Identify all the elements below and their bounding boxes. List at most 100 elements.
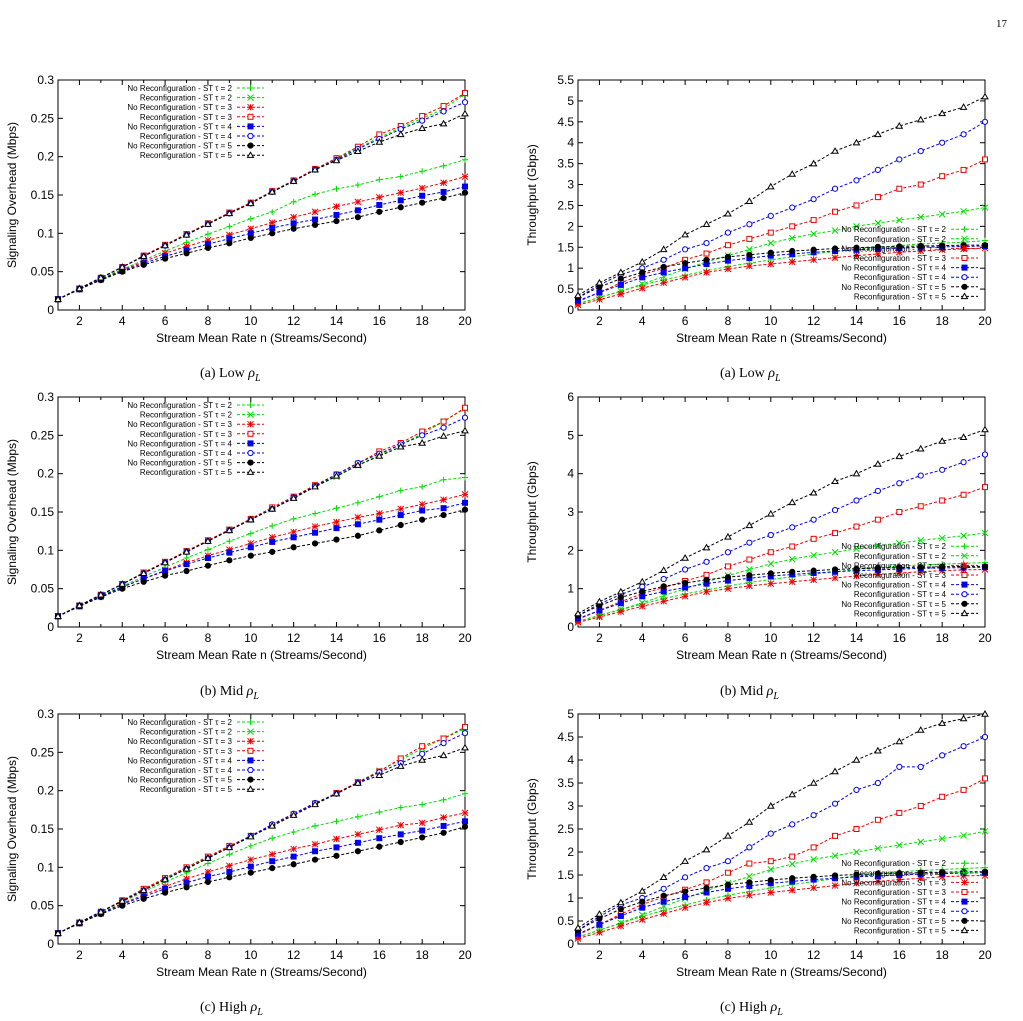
data-point <box>874 779 881 787</box>
data-point <box>810 246 817 253</box>
data-point <box>595 597 604 605</box>
y-tick-label: 0.2 <box>37 150 54 164</box>
data-point <box>376 835 383 842</box>
series-line <box>57 493 466 617</box>
data-point <box>596 289 603 296</box>
data-point <box>440 194 447 202</box>
data-point <box>660 269 667 276</box>
y-axis-title: Signaling Overhead (Mbps) <box>5 756 19 902</box>
data-point <box>269 858 276 865</box>
legend-marker <box>961 591 968 598</box>
data-point <box>440 814 447 821</box>
data-point <box>938 534 946 542</box>
legend-label: No Reconfiguration - ST τ = 3 <box>841 878 946 887</box>
chart-signaling-low: 0 0.05 0.1 0.15 0.2 0.25 0.3 2 4 6 8 10 12 14 16 18 20 St… <box>0 72 480 352</box>
data-point <box>724 265 732 273</box>
data-point <box>896 763 903 771</box>
x-tick-label: 2 <box>76 631 83 645</box>
data-point <box>853 826 860 832</box>
x-tick-label: 2 <box>76 948 83 962</box>
data-point <box>896 156 903 163</box>
caption-signaling-low: (a) Low ρL <box>200 366 261 384</box>
legend-marker <box>961 226 968 233</box>
data-point <box>895 539 903 547</box>
data-point <box>376 843 383 850</box>
x-tick-label: 8 <box>725 631 732 645</box>
legend-label: Reconfiguration - ST τ = 5 <box>854 292 947 301</box>
data-point <box>724 532 732 540</box>
data-point <box>268 821 277 829</box>
chart-svg: 0 0.5 1 1.5 2 2.5 3 3.5 4 4.5 5 2 4 6 8 10 12 14 16 18 20 Str… <box>525 707 992 979</box>
legend-marker <box>247 113 254 120</box>
legend-marker <box>961 235 968 243</box>
legend: No Reconfiguration - ST τ = 2Reconfigura… <box>841 542 978 618</box>
data-point <box>703 884 710 891</box>
data-point <box>418 124 427 131</box>
data-point <box>225 843 234 851</box>
data-point <box>874 166 881 174</box>
data-point <box>724 253 732 260</box>
data-point <box>896 809 903 816</box>
legend-marker <box>247 440 254 447</box>
data-point <box>724 869 731 876</box>
legend-marker <box>961 879 968 886</box>
series-2 <box>54 173 469 303</box>
data-point <box>789 204 796 211</box>
data-point <box>269 522 276 529</box>
x-tick-label: 8 <box>725 948 732 962</box>
data-point <box>354 521 361 528</box>
data-point <box>375 452 384 459</box>
data-point <box>788 578 796 586</box>
data-point <box>183 884 190 891</box>
x-tick-label: 18 <box>935 314 949 328</box>
x-tick-label: 2 <box>596 948 603 962</box>
legend-label: No Reconfiguration - ST τ = 3 <box>841 561 946 570</box>
data-point <box>333 211 340 218</box>
series-line <box>57 113 466 300</box>
chart-signaling-mid: 0 0.05 0.1 0.15 0.2 0.25 0.3 2 4 6 8 10 12 14 16 18 20 St… <box>0 389 480 669</box>
data-point <box>419 507 426 514</box>
legend-label: No Reconfiguration - ST τ = 5 <box>841 283 946 292</box>
data-point <box>290 225 297 232</box>
data-point <box>981 204 989 211</box>
data-point <box>788 234 796 242</box>
legend-label: Reconfiguration - ST τ = 4 <box>140 766 233 775</box>
y-axis-title: Signaling Overhead (Mbps) <box>5 439 19 585</box>
x-tick-label: 12 <box>287 631 301 645</box>
data-point <box>574 291 582 299</box>
data-point <box>853 202 860 209</box>
data-point <box>311 208 319 216</box>
data-point <box>375 138 384 145</box>
data-point <box>981 118 989 125</box>
x-tick-label: 2 <box>596 314 603 328</box>
y-tick-label: 0.1 <box>37 860 54 874</box>
data-point <box>246 832 255 840</box>
legend-entry: Reconfiguration - ST τ = 5 <box>140 785 264 794</box>
data-point <box>118 263 127 270</box>
data-point <box>960 131 967 138</box>
x-tick-label: 20 <box>978 314 992 328</box>
data-point <box>959 714 968 722</box>
y-tick-label: 1.5 <box>557 240 574 254</box>
data-point <box>119 585 126 592</box>
series-line <box>57 509 466 617</box>
series-7 <box>54 109 469 302</box>
legend-entry: Reconfiguration - ST τ = 3 <box>854 254 978 263</box>
x-axis-title: Stream Mean Rate n (Streams/Second) <box>676 331 887 345</box>
legend-entry: Reconfiguration - ST τ = 2 <box>854 235 978 244</box>
y-tick-label: 3.5 <box>557 776 574 790</box>
series-2 <box>54 491 469 620</box>
series-5 <box>574 118 989 301</box>
data-point <box>766 509 775 517</box>
data-point <box>724 209 732 217</box>
legend-label: No Reconfiguration - ST τ = 5 <box>841 600 946 609</box>
x-tick-label: 4 <box>119 631 126 645</box>
series-line <box>577 245 986 302</box>
data-point <box>896 509 903 515</box>
data-point <box>354 198 362 206</box>
data-point <box>397 173 404 180</box>
legend-label: Reconfiguration - ST τ = 3 <box>140 113 233 122</box>
y-tick-label: 0.15 <box>31 505 55 519</box>
x-tick-label: 18 <box>415 631 429 645</box>
data-point <box>938 210 946 218</box>
